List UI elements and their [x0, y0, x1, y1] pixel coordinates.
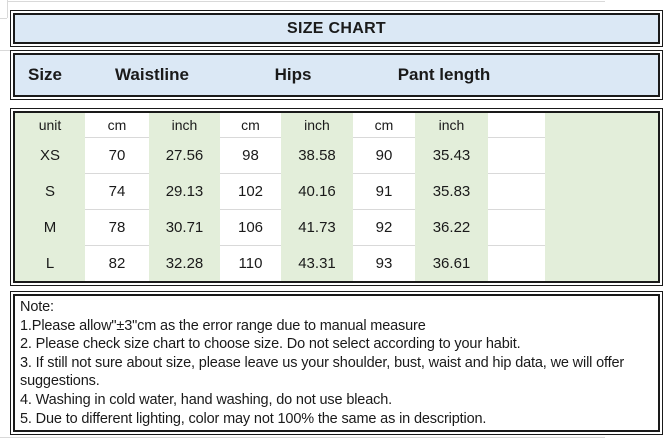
- size-cell: L: [15, 245, 85, 281]
- unit-row: unit cm inch cm inch cm inch: [15, 113, 658, 138]
- header-waistline: Waistline: [115, 65, 189, 84]
- table-row-xs: XS 70 27.56 98 38.58 90 35.43: [15, 137, 658, 174]
- unit-cm-cell: cm: [353, 113, 415, 138]
- table-row-s: S 74 29.13 102 40.16 91 35.83: [15, 173, 658, 210]
- size-cell: XS: [15, 137, 85, 174]
- length-cm-cell: 90: [353, 137, 415, 174]
- note-line-3: 3. If still not sure about size, please …: [20, 354, 625, 371]
- header-hips: Hips: [274, 65, 312, 84]
- hips-inch-cell: 43.31: [281, 245, 353, 281]
- empty-cell: [488, 113, 545, 138]
- hips-cm-cell: 110: [220, 245, 281, 281]
- empty-cell: [545, 173, 658, 210]
- note-line-2: 2. Please check size chart to choose siz…: [20, 336, 521, 353]
- empty-cell: [545, 137, 658, 174]
- unit-inch-cell: inch: [281, 113, 353, 138]
- page-title: SIZE CHART: [13, 13, 660, 44]
- unit-inch-cell: inch: [415, 113, 488, 138]
- title-box: SIZE CHART: [10, 10, 663, 47]
- hips-cm-cell: 98: [220, 137, 281, 174]
- gridline-top: [7, 1, 605, 2]
- measurements-table-wrap: unit cm inch cm inch cm inch XS 70 27.56…: [13, 111, 660, 283]
- size-chart-container: SIZE CHART Size Waistline Hips Pant leng…: [10, 10, 663, 436]
- gridline-left-tick: [0, 18, 7, 19]
- waist-cm-cell: 78: [85, 209, 149, 246]
- notes-box: Note: 1.Please allow"±3"cm as the error …: [10, 291, 663, 436]
- empty-cell: [488, 173, 545, 210]
- hips-inch-cell: 41.73: [281, 209, 353, 246]
- length-inch-cell: 35.43: [415, 137, 488, 174]
- header-box: Size Waistline Hips Pant length: [10, 50, 663, 100]
- unit-label-cell: unit: [15, 113, 85, 138]
- waist-inch-cell: 30.71: [149, 209, 220, 246]
- size-cell: S: [15, 173, 85, 210]
- hips-inch-cell: 40.16: [281, 173, 353, 210]
- waist-cm-cell: 82: [85, 245, 149, 281]
- empty-cell: [488, 245, 545, 281]
- waist-inch-cell: 32.28: [149, 245, 220, 281]
- gridline-left-vertical: [7, 0, 8, 18]
- gridline-bottom: [0, 437, 605, 438]
- length-inch-cell: 35.83: [415, 173, 488, 210]
- notes-content: Note: 1.Please allow"±3"cm as the error …: [13, 294, 660, 433]
- note-line-4: 4. Washing in cold water, hand washing, …: [20, 391, 393, 408]
- waist-inch-cell: 29.13: [149, 173, 220, 210]
- note-line-3-continued: suggestions.: [20, 373, 100, 390]
- empty-cell: [545, 245, 658, 281]
- length-cm-cell: 92: [353, 209, 415, 246]
- unit-inch-cell: inch: [149, 113, 220, 138]
- waist-cm-cell: 74: [85, 173, 149, 210]
- table-row-m: M 78 30.71 106 41.73 92 36.22: [15, 209, 658, 246]
- hips-cm-cell: 106: [220, 209, 281, 246]
- empty-cell: [545, 209, 658, 246]
- empty-cell: [545, 113, 658, 138]
- hips-inch-cell: 38.58: [281, 137, 353, 174]
- table-header-row: Size Waistline Hips Pant length: [13, 53, 660, 97]
- length-inch-cell: 36.61: [415, 245, 488, 281]
- note-line-5: 5. Due to different lighting, color may …: [20, 410, 487, 427]
- measurements-box: unit cm inch cm inch cm inch XS 70 27.56…: [10, 108, 663, 286]
- unit-cm-cell: cm: [220, 113, 281, 138]
- measurements-table: unit cm inch cm inch cm inch XS 70 27.56…: [15, 113, 658, 281]
- unit-cm-cell: cm: [85, 113, 149, 138]
- hips-cm-cell: 102: [220, 173, 281, 210]
- length-cm-cell: 93: [353, 245, 415, 281]
- size-cell: M: [15, 209, 85, 246]
- waist-inch-cell: 27.56: [149, 137, 220, 174]
- waist-cm-cell: 70: [85, 137, 149, 174]
- header-pant-length: Pant length: [397, 65, 491, 84]
- empty-cell: [488, 137, 545, 174]
- length-cm-cell: 91: [353, 173, 415, 210]
- gridline-margin-tick: [0, 50, 10, 51]
- header-size: Size: [27, 65, 63, 84]
- note-line-1: 1.Please allow"±3"cm as the error range …: [20, 317, 426, 334]
- table-row-l: L 82 32.28 110 43.31 93 36.61: [15, 245, 658, 281]
- empty-cell: [488, 209, 545, 246]
- note-heading: Note:: [20, 299, 54, 315]
- length-inch-cell: 36.22: [415, 209, 488, 246]
